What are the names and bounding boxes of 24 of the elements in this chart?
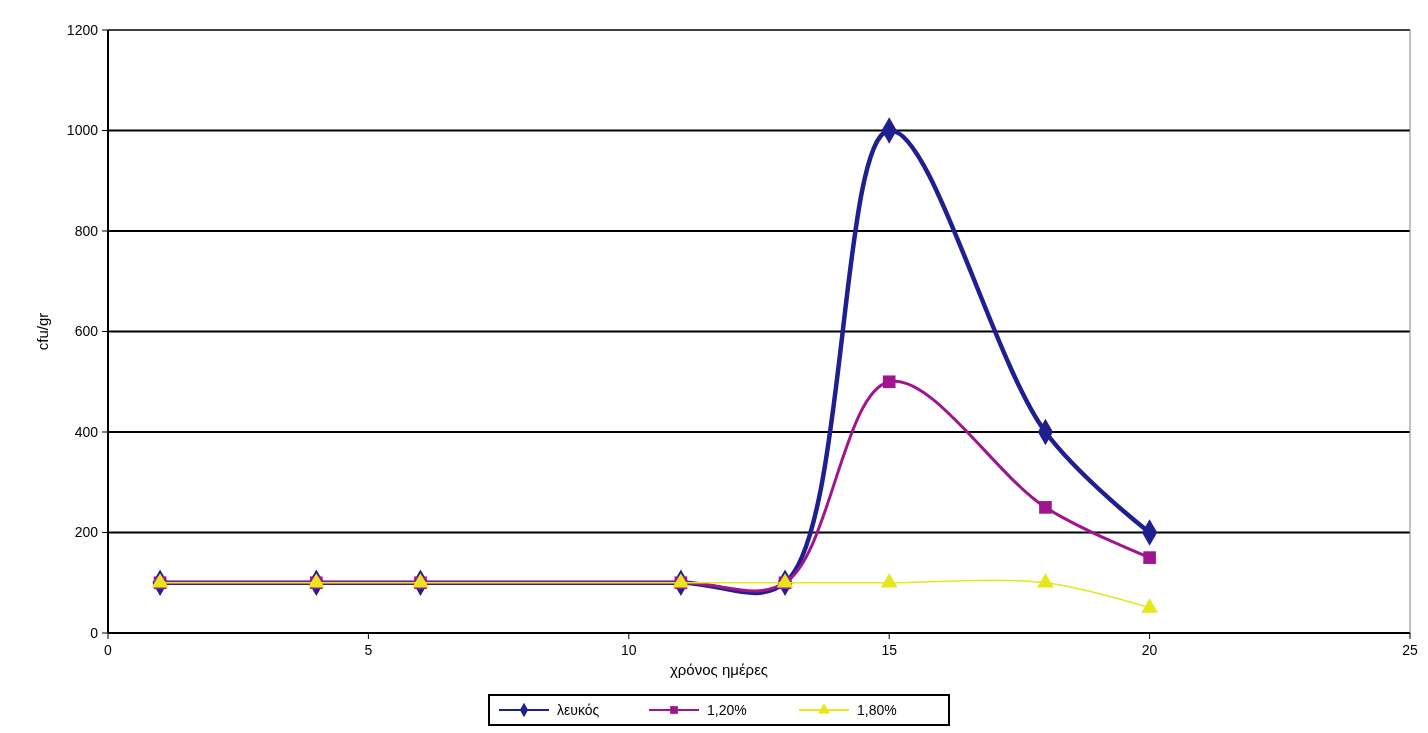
y-tick-label: 600	[74, 323, 99, 340]
point	[1141, 598, 1158, 613]
point	[1037, 573, 1054, 588]
y-tick-label: 0	[90, 624, 99, 641]
y-tick-label: 800	[74, 222, 99, 239]
point	[1143, 551, 1156, 564]
point	[880, 573, 898, 588]
x-tick-label: 20	[1141, 642, 1158, 658]
legend-label: 1,20%	[707, 701, 747, 718]
y-tick-label: 1200	[66, 21, 99, 38]
y-tick-label: 1000	[66, 122, 99, 139]
x-tick-label: 5	[364, 642, 373, 658]
point	[882, 375, 896, 389]
x-tick-label: 0	[104, 642, 113, 658]
x-tick-label: 10	[621, 642, 637, 658]
legend-label: 1,80%	[857, 701, 897, 718]
x-tick-label: 15	[881, 642, 898, 658]
y-axis-title: cfu/gr	[34, 312, 51, 351]
point	[1039, 501, 1052, 514]
x-axis-title: χρόνος ημέρες	[669, 661, 769, 678]
y-tick-label: 400	[74, 423, 99, 440]
x-tick-label: 25	[1402, 642, 1418, 658]
legend-label: λευκός	[557, 701, 600, 718]
y-tick-label: 200	[74, 524, 99, 541]
